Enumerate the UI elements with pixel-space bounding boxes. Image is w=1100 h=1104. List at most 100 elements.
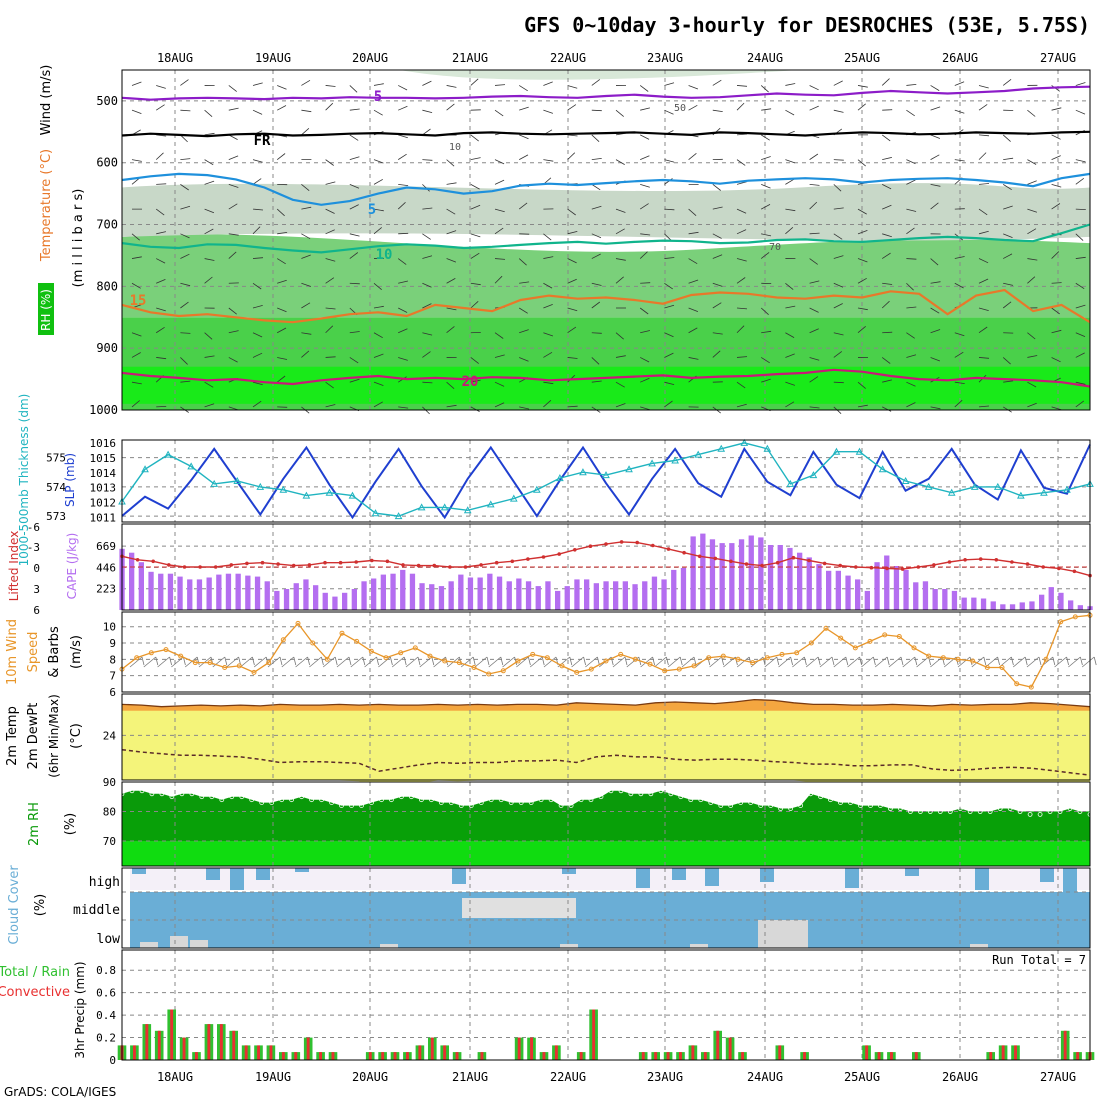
isotherm-label: 20 (462, 374, 479, 390)
wind-barb (834, 382, 844, 383)
cape-bar (874, 562, 879, 610)
cape-bar (720, 543, 725, 610)
temp-axis-label-3: (6hr Min/Max) (47, 694, 61, 778)
li-tick-1: 3 (33, 583, 40, 596)
precip-convective-bar (456, 1052, 459, 1060)
pressure-tick-900: 900 (96, 341, 118, 355)
lifted-index-point (729, 560, 733, 564)
date-label-bottom-24AUG: 24AUG (747, 1070, 783, 1084)
lifted-index-point (542, 555, 546, 559)
cape-bar (1078, 605, 1083, 610)
high-cloud-bar (562, 868, 576, 874)
lifted-index-point (323, 561, 327, 565)
high-cloud-bar (295, 868, 309, 872)
precip-total-label: Total / Rain (0, 965, 70, 980)
cape-tick-669: 669 (96, 540, 116, 553)
cape-bar (449, 581, 454, 610)
isotherm-label: 5 (368, 202, 376, 218)
precip-convective-bar (145, 1024, 148, 1060)
precip-convective-bar (257, 1045, 260, 1060)
precip-axis-label: 3hr Precip (mm) (73, 961, 87, 1058)
lifted-index-point (963, 558, 967, 562)
high-cloud-area (130, 868, 1090, 890)
cape-bar (865, 591, 870, 610)
precip-convective-bar (270, 1045, 273, 1060)
lifted-index-point (308, 563, 312, 567)
cape-bar (487, 574, 492, 610)
pressure-tick-700: 700 (96, 218, 118, 232)
cape-bar (526, 581, 531, 610)
temp-axis-label-2: 2m DewPt (26, 703, 41, 770)
low-cloud-patch (380, 944, 398, 948)
precip-convective-bar (1002, 1045, 1005, 1060)
date-label-bottom-23AUG: 23AUG (647, 1070, 683, 1084)
lifted-index-point (245, 562, 249, 566)
cape-bar (845, 576, 850, 610)
precip-convective-bar (443, 1045, 446, 1060)
lifted-index-point (838, 564, 842, 568)
cape-tick-446: 446 (96, 561, 116, 574)
cape-bar (458, 575, 463, 610)
rh2m-unit-label: (%) (63, 813, 78, 836)
high-cloud-bar (206, 868, 220, 880)
date-label-top-27AUG: 27AUG (1040, 51, 1076, 65)
cape-bar (187, 579, 192, 610)
precip-tick-0.4: 0.4 (96, 1009, 116, 1022)
wind-barb (1076, 209, 1086, 210)
wind-barb (592, 110, 602, 111)
lifted-index-point (870, 566, 874, 570)
cape-bar (245, 576, 250, 610)
cape-bar (603, 581, 608, 610)
temp-axis-label-1: 2m Temp (5, 706, 20, 766)
wind-axis-label-4: (m/s) (69, 635, 84, 669)
cape-axis-label: CAPE (J/kg) (65, 533, 79, 600)
high-cloud-bar (905, 868, 919, 876)
date-label-top-26AUG: 26AUG (942, 51, 978, 65)
cape-bar (681, 568, 686, 610)
cape-bar (981, 599, 986, 611)
cape-bar (565, 586, 570, 610)
lifted-index-point (620, 540, 624, 544)
cape-bar (836, 571, 841, 610)
cape-tick-223: 223 (96, 583, 116, 596)
date-label-bottom-25AUG: 25AUG (844, 1070, 880, 1084)
cape-bar (361, 581, 366, 610)
lifted-index-point (183, 565, 187, 569)
precip-convective-bar (592, 1010, 595, 1061)
cape-bar (768, 545, 773, 610)
lifted-index-point (198, 565, 202, 569)
lifted-index-point (792, 556, 796, 560)
lifted-index-point (714, 557, 718, 561)
cape-bar (661, 579, 666, 610)
cape-bar (381, 575, 386, 610)
precip-convective-bar (989, 1052, 992, 1060)
precip-convective-bar (654, 1052, 657, 1060)
precip-convective-bar (543, 1052, 546, 1060)
cloud-unit-label: (%) (33, 894, 48, 917)
date-label-bottom-21AUG: 21AUG (452, 1070, 488, 1084)
cape-bar (536, 586, 541, 610)
lifted-index-point (573, 548, 577, 552)
cape-bar (197, 579, 202, 610)
wind-barb (156, 184, 166, 185)
wind-panel-bg (122, 612, 1090, 692)
precip-convective-bar (158, 1031, 161, 1060)
precip-convective-bar (778, 1045, 781, 1060)
cape-bar (468, 578, 473, 611)
wind-tick-10: 10 (103, 621, 116, 634)
precip-convective-bar (133, 1045, 136, 1060)
cape-bar (323, 593, 328, 610)
cape-bar (129, 553, 134, 610)
cape-bar (749, 536, 754, 611)
precip-convective-bar (294, 1052, 297, 1060)
wind-barb (398, 233, 408, 234)
precip-convective-bar (555, 1045, 558, 1060)
wind-tick-9: 9 (109, 637, 116, 650)
precip-convective-bar (716, 1031, 719, 1060)
precip-convective-bar (207, 1024, 210, 1060)
